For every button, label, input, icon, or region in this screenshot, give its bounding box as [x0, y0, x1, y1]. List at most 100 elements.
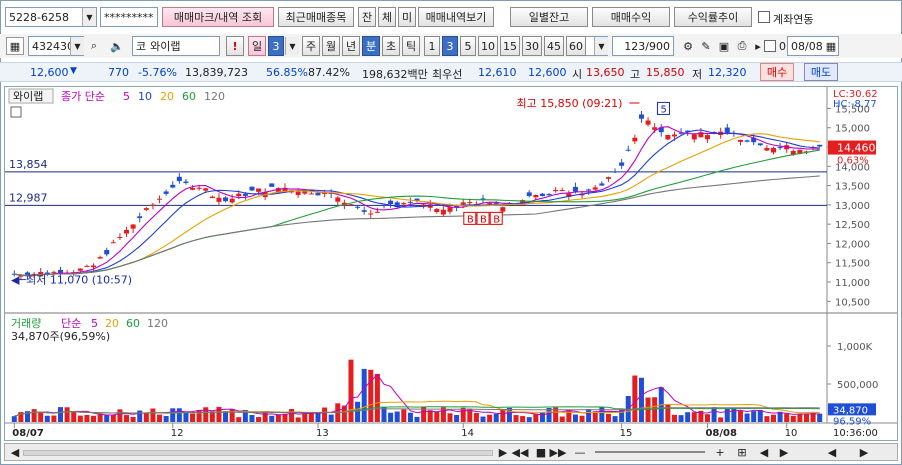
period-year-button[interactable]: 년 [342, 36, 360, 56]
period-week-button[interactable]: 주 [302, 36, 320, 56]
account-link-checkbox[interactable] [758, 11, 770, 23]
vol-tick-label: 500,000 [837, 380, 878, 391]
scroll-forward-icon[interactable]: ▶ [779, 445, 789, 459]
zoom-slider[interactable] [595, 451, 705, 453]
unfilled-button[interactable]: 미 [398, 7, 416, 27]
vol-ma-label: 단순 [61, 317, 81, 330]
chevron-down-icon[interactable]: ▼ [70, 37, 84, 55]
candle-body [183, 181, 189, 184]
buy-button[interactable]: 매수 [760, 63, 794, 81]
sell-button[interactable]: 매도 [804, 63, 838, 81]
candle-body [744, 140, 750, 142]
period-minute-button[interactable]: 분 [362, 36, 380, 56]
recent-stocks-button[interactable]: 최근매매종목 [278, 7, 354, 27]
buy-mark[interactable] [489, 211, 503, 225]
sell-mark[interactable] [656, 101, 670, 115]
interval-3-button[interactable]: 3 [442, 36, 458, 56]
next-icon[interactable]: ▸ [755, 39, 761, 53]
trade-view-button[interactable]: 매매내역보기 [418, 7, 494, 27]
date-checkbox[interactable] [764, 40, 776, 52]
interval-60-button[interactable]: 60 [566, 36, 586, 56]
candle-body [374, 211, 380, 213]
stop-icon[interactable]: ■ [535, 445, 547, 459]
page-left-icon[interactable]: ◀ [827, 445, 837, 459]
volume-bar [586, 409, 592, 422]
print-icon[interactable]: ⎙ [737, 39, 747, 52]
volume-bar [711, 407, 717, 422]
interval-30-button[interactable]: 30 [522, 36, 542, 56]
page-right-icon[interactable]: ▶ [859, 445, 869, 459]
alert-button[interactable]: ! [226, 36, 244, 56]
trade-profit-button[interactable]: 매매수익 [592, 7, 670, 27]
stock-chart[interactable]: 15,50015,00014,50014,00013,50013,00012,5… [4, 86, 898, 441]
interval-15-button[interactable]: 15 [500, 36, 520, 56]
data-count-field[interactable]: 123/900 [612, 36, 674, 56]
balance-button[interactable]: 잔 [358, 7, 376, 27]
trade-mark-button[interactable]: 매매마크/내역 조회 [162, 7, 274, 27]
chart-mode-icon[interactable]: ⊞ [737, 445, 747, 459]
volume-bar [368, 369, 374, 422]
candle-body [724, 127, 730, 133]
period-tick-button[interactable]: 틱 [402, 36, 420, 56]
interval-10-button[interactable]: 10 [478, 36, 498, 56]
interval-45-button[interactable]: 45 [544, 36, 564, 56]
date-field[interactable]: 08/08 ▦ [787, 36, 839, 56]
daily-balance-button[interactable]: 일별잔고 [510, 7, 588, 27]
filled-button[interactable]: 체 [378, 7, 396, 27]
chevron-down-icon[interactable]: ▼ [594, 37, 608, 55]
scroll-back-icon[interactable]: ◀ [759, 445, 769, 459]
volume-bar [282, 413, 288, 422]
volume-bar [731, 407, 737, 422]
volume-bar [209, 411, 215, 422]
zoom-in-icon[interactable]: + [715, 445, 725, 459]
interval-5-button[interactable]: 5 [460, 36, 476, 56]
candle-body [130, 224, 136, 229]
volume-bar [170, 408, 176, 422]
save-icon[interactable]: ▣ [718, 39, 730, 53]
zoom-out-icon[interactable]: — [574, 445, 586, 459]
period-number[interactable]: 3 [268, 36, 284, 56]
period-second-button[interactable]: 초 [382, 36, 400, 56]
calendar-icon[interactable]: ▦ [825, 39, 837, 53]
chart-settings-icon[interactable]: ⚙ [683, 39, 693, 53]
period-day-button[interactable]: 일 [248, 36, 266, 56]
chart-canvas[interactable]: 15,50015,00014,50014,00013,50013,00012,5… [5, 87, 897, 440]
buy-mark[interactable] [463, 211, 477, 225]
horizontal-scrollbar[interactable] [23, 450, 493, 456]
rewind-icon[interactable]: ◀◀ [511, 445, 529, 459]
volume-bar [572, 414, 578, 422]
vol-ma5-line [14, 374, 820, 417]
price-pane[interactable] [5, 87, 897, 311]
chart-tools-icon[interactable]: ✎ [701, 39, 711, 53]
candle-body [335, 197, 341, 202]
volume-bar [520, 416, 526, 422]
table-icon[interactable] [10, 106, 22, 118]
quote-bar: 12,600 ▼ 770 -5.76% 13,839,723 56.85% 87… [0, 62, 902, 82]
fast-forward-icon[interactable]: ▶▶ [549, 445, 567, 459]
volume-bar [394, 411, 400, 422]
vol-ma120-line [14, 407, 820, 417]
grid-icon[interactable]: ▦ [6, 37, 24, 55]
volume-bar [295, 417, 301, 422]
stock-name: 와이랩 [150, 40, 181, 53]
chevron-down-icon[interactable]: ▼ [285, 37, 299, 55]
open-label: 시 [572, 68, 583, 81]
account-number-select[interactable]: 5228-6258 ▼ [5, 7, 97, 27]
period-month-button[interactable]: 월 [322, 36, 340, 56]
password-field[interactable]: ********* [100, 7, 158, 27]
buy-mark[interactable] [476, 211, 490, 225]
price-change: 770 [108, 66, 129, 79]
speaker-icon[interactable]: 🔈 [110, 39, 124, 53]
scroll-right-icon[interactable]: ▶ [498, 445, 508, 459]
stock-name-field[interactable]: 코 와이랩 [132, 36, 220, 56]
profit-trend-button[interactable]: 수익률추이 [674, 7, 752, 27]
interval-1-button[interactable]: 1 [424, 36, 440, 56]
volume-bar [790, 415, 796, 422]
volume-bar [275, 414, 281, 422]
search-icon[interactable]: ⌕ [90, 39, 98, 52]
candle-body [295, 191, 301, 196]
volume-bar [110, 414, 116, 422]
scroll-left-icon[interactable]: ◀ [10, 445, 20, 459]
volume-bar [302, 413, 308, 422]
chevron-down-icon[interactable]: ▼ [82, 8, 96, 26]
